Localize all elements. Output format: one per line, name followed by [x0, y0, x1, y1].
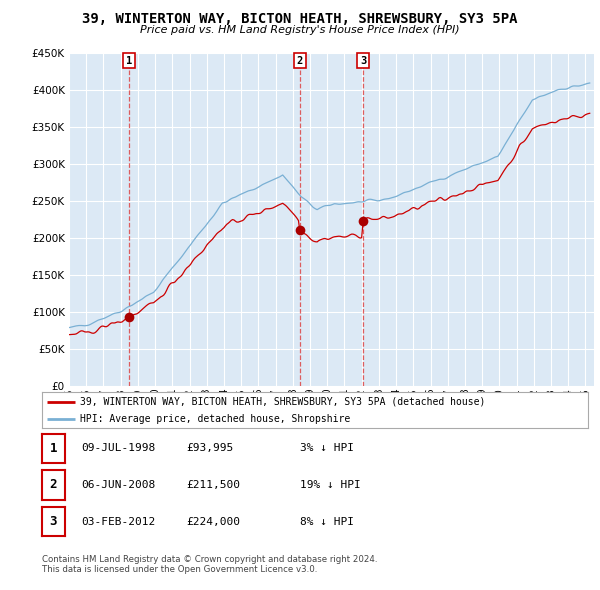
Text: £211,500: £211,500 — [186, 480, 240, 490]
Text: HPI: Average price, detached house, Shropshire: HPI: Average price, detached house, Shro… — [80, 414, 350, 424]
Text: 03-FEB-2012: 03-FEB-2012 — [81, 517, 155, 526]
Text: This data is licensed under the Open Government Licence v3.0.: This data is licensed under the Open Gov… — [42, 565, 317, 574]
Text: 06-JUN-2008: 06-JUN-2008 — [81, 480, 155, 490]
Text: 2: 2 — [50, 478, 57, 491]
Text: 19% ↓ HPI: 19% ↓ HPI — [300, 480, 361, 490]
Text: 39, WINTERTON WAY, BICTON HEATH, SHREWSBURY, SY3 5PA (detached house): 39, WINTERTON WAY, BICTON HEATH, SHREWSB… — [80, 397, 485, 407]
Text: 1: 1 — [126, 56, 133, 66]
Text: 2: 2 — [297, 56, 303, 66]
Text: 1: 1 — [50, 442, 57, 455]
Text: 09-JUL-1998: 09-JUL-1998 — [81, 444, 155, 453]
Text: 8% ↓ HPI: 8% ↓ HPI — [300, 517, 354, 526]
Text: 3: 3 — [50, 515, 57, 528]
Text: Contains HM Land Registry data © Crown copyright and database right 2024.: Contains HM Land Registry data © Crown c… — [42, 555, 377, 563]
Text: Price paid vs. HM Land Registry's House Price Index (HPI): Price paid vs. HM Land Registry's House … — [140, 25, 460, 35]
Text: £93,995: £93,995 — [186, 444, 233, 453]
Text: 39, WINTERTON WAY, BICTON HEATH, SHREWSBURY, SY3 5PA: 39, WINTERTON WAY, BICTON HEATH, SHREWSB… — [82, 12, 518, 26]
Text: 3: 3 — [360, 56, 366, 66]
Text: £224,000: £224,000 — [186, 517, 240, 526]
Text: 3% ↓ HPI: 3% ↓ HPI — [300, 444, 354, 453]
